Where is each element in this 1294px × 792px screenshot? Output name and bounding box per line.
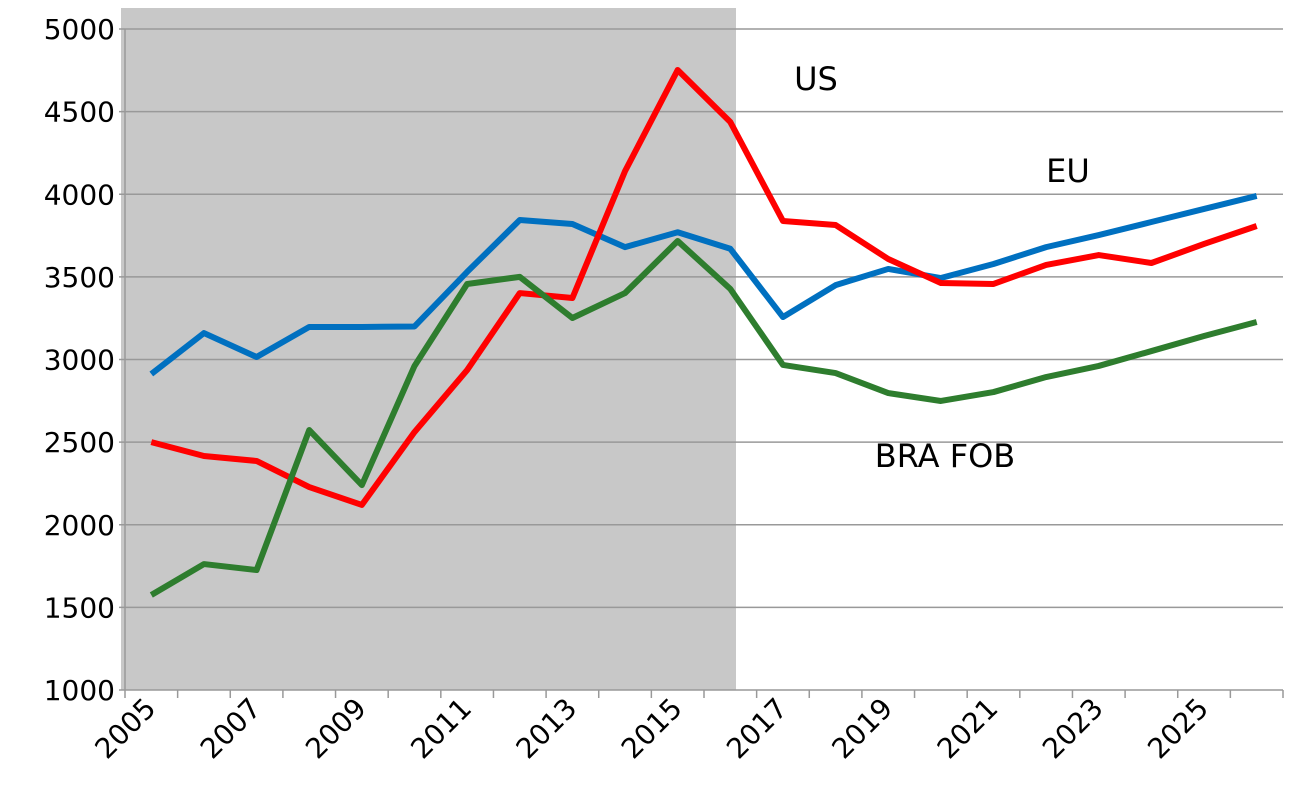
y-tick-label: 3000 — [44, 344, 115, 377]
y-tick-label: 4500 — [44, 96, 115, 129]
series-line — [149, 238, 1258, 598]
x-tick-label: 2017 — [720, 692, 794, 766]
y-tick-label: 1000 — [44, 674, 115, 707]
x-tick-label: 2023 — [1036, 692, 1110, 766]
x-tick-label: 2013 — [510, 692, 584, 766]
x-tick-label: 2021 — [931, 692, 1005, 766]
y-tick-label: 3500 — [44, 261, 115, 294]
x-tick-label: 2009 — [299, 692, 373, 766]
x-tick-label: 2025 — [1141, 692, 1215, 766]
series-label: EU — [1046, 152, 1090, 190]
series-line — [149, 192, 1258, 377]
x-tick-label: 2015 — [615, 692, 689, 766]
y-tick-label: 2000 — [44, 509, 115, 542]
y-tick-label: 2500 — [44, 426, 115, 459]
x-tick-label: 2007 — [194, 692, 268, 766]
y-tick-label: 5000 — [44, 13, 115, 46]
x-tick-label: 2011 — [404, 692, 478, 766]
series-label: BRA FOB — [875, 437, 1016, 475]
series-label: US — [794, 60, 838, 98]
x-tick-label: 2019 — [825, 692, 899, 766]
series-line — [150, 66, 1258, 508]
y-tick-label: 4000 — [44, 178, 115, 211]
y-tick-label: 1500 — [44, 591, 115, 624]
